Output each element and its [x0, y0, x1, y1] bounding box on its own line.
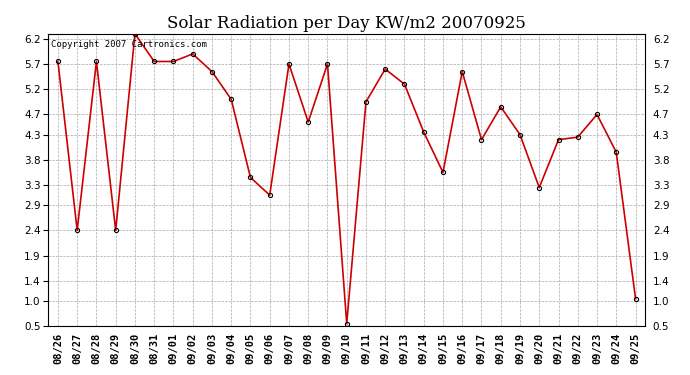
Title: Solar Radiation per Day KW/m2 20070925: Solar Radiation per Day KW/m2 20070925: [167, 15, 526, 32]
Text: Copyright 2007 Cartronics.com: Copyright 2007 Cartronics.com: [51, 40, 207, 49]
